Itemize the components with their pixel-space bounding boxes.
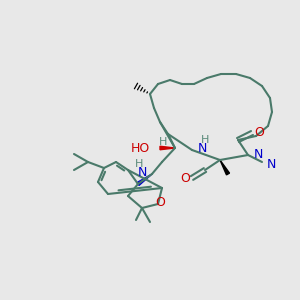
Polygon shape xyxy=(220,160,230,175)
Text: H: H xyxy=(159,137,167,147)
Text: H: H xyxy=(201,135,209,145)
Polygon shape xyxy=(137,174,152,185)
Text: O: O xyxy=(155,196,165,208)
Text: N: N xyxy=(198,142,207,154)
Polygon shape xyxy=(160,146,175,150)
Text: O: O xyxy=(180,172,190,184)
Text: O: O xyxy=(254,127,264,140)
Text: H: H xyxy=(135,159,143,169)
Text: N: N xyxy=(267,158,276,170)
Text: N: N xyxy=(254,148,263,161)
Text: HO: HO xyxy=(131,142,150,154)
Text: N: N xyxy=(138,166,147,178)
